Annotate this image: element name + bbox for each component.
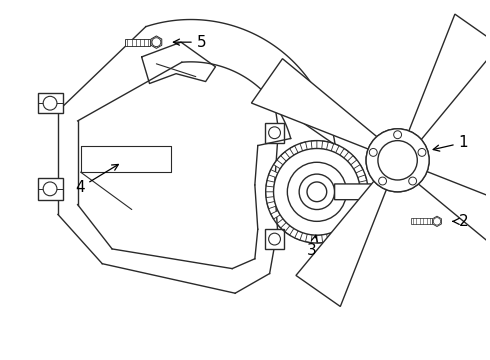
Polygon shape xyxy=(411,219,432,224)
Circle shape xyxy=(418,148,426,156)
Polygon shape xyxy=(267,202,276,209)
Circle shape xyxy=(369,148,377,156)
Polygon shape xyxy=(281,152,290,161)
Polygon shape xyxy=(326,233,334,242)
Text: 3: 3 xyxy=(307,235,318,258)
Text: 1: 1 xyxy=(433,135,468,151)
Circle shape xyxy=(307,182,327,202)
Circle shape xyxy=(378,141,417,180)
Circle shape xyxy=(269,233,280,245)
Polygon shape xyxy=(354,165,363,173)
Polygon shape xyxy=(417,171,490,262)
Polygon shape xyxy=(344,222,353,232)
Polygon shape xyxy=(285,226,294,235)
Polygon shape xyxy=(271,211,280,219)
Circle shape xyxy=(287,162,346,221)
Polygon shape xyxy=(409,14,490,140)
Polygon shape xyxy=(251,59,378,149)
Circle shape xyxy=(299,174,335,210)
Polygon shape xyxy=(294,231,302,240)
Polygon shape xyxy=(356,206,365,214)
Polygon shape xyxy=(336,229,344,238)
Circle shape xyxy=(409,177,416,185)
Polygon shape xyxy=(273,160,283,169)
Polygon shape xyxy=(359,197,368,203)
Polygon shape xyxy=(290,146,298,155)
Circle shape xyxy=(378,141,417,180)
Polygon shape xyxy=(351,215,360,224)
Polygon shape xyxy=(311,141,317,149)
Polygon shape xyxy=(358,175,367,182)
Circle shape xyxy=(273,148,360,235)
Polygon shape xyxy=(125,39,150,46)
Circle shape xyxy=(366,129,429,192)
Polygon shape xyxy=(277,219,286,228)
Circle shape xyxy=(152,38,161,46)
Polygon shape xyxy=(335,184,378,200)
Polygon shape xyxy=(300,142,307,151)
Text: 4: 4 xyxy=(75,165,119,195)
Circle shape xyxy=(393,131,401,139)
Polygon shape xyxy=(360,186,368,192)
Polygon shape xyxy=(38,178,63,200)
Polygon shape xyxy=(266,192,274,198)
Circle shape xyxy=(393,131,401,139)
Text: 2: 2 xyxy=(453,214,468,229)
Polygon shape xyxy=(317,235,322,243)
Polygon shape xyxy=(305,234,312,243)
Polygon shape xyxy=(265,229,284,249)
Circle shape xyxy=(409,177,416,185)
Polygon shape xyxy=(347,156,357,165)
Polygon shape xyxy=(266,180,274,187)
Circle shape xyxy=(418,148,426,156)
Polygon shape xyxy=(331,144,339,153)
Polygon shape xyxy=(151,36,162,48)
Circle shape xyxy=(43,96,57,110)
Circle shape xyxy=(269,127,280,139)
Polygon shape xyxy=(296,180,387,306)
Polygon shape xyxy=(322,141,328,149)
Polygon shape xyxy=(433,216,441,226)
Circle shape xyxy=(43,182,57,196)
Circle shape xyxy=(379,177,387,185)
Polygon shape xyxy=(265,123,284,143)
Polygon shape xyxy=(269,170,278,177)
Circle shape xyxy=(366,129,429,192)
Circle shape xyxy=(369,148,377,156)
Circle shape xyxy=(379,177,387,185)
Polygon shape xyxy=(38,93,63,113)
Circle shape xyxy=(433,218,441,225)
Text: 5: 5 xyxy=(173,35,206,50)
Polygon shape xyxy=(340,148,349,158)
